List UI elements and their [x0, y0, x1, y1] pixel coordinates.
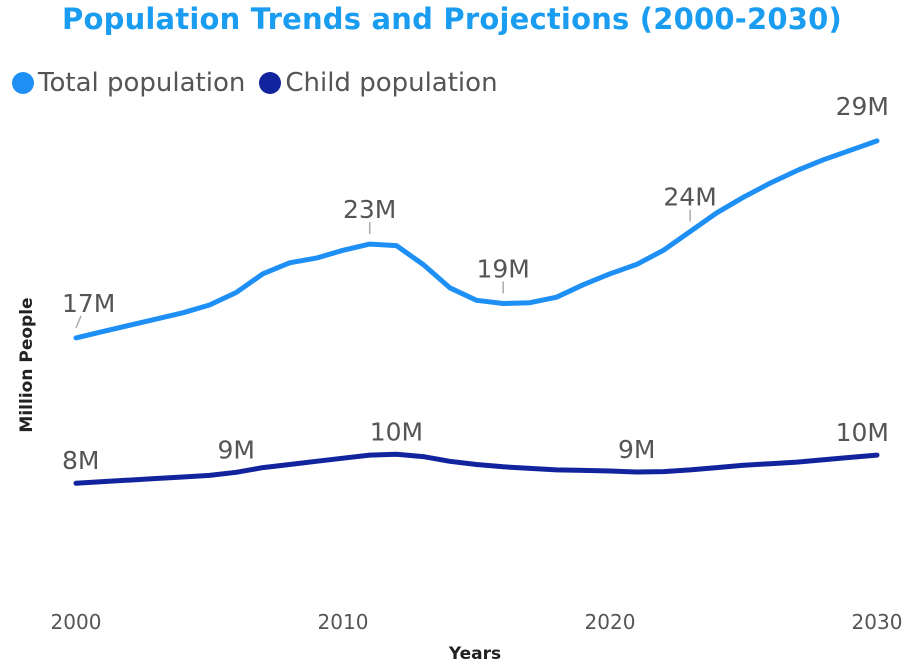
legend-item-child-population[interactable]: Child population: [259, 68, 498, 98]
data-label-child-population-2012: 10M: [370, 417, 423, 446]
series-layer: [73, 138, 880, 486]
data-label-total-population-2011: 23M: [343, 195, 396, 224]
data-label-total-population-2030: 29M: [836, 92, 889, 121]
data-label-child-population-2000: 8M: [62, 446, 99, 475]
series-line-child-population[interactable]: [73, 451, 880, 486]
x-axis-ticks: 2000 2010 2020 2030: [51, 610, 903, 634]
data-label-total-population-2023: 24M: [663, 183, 716, 212]
legend-marker-total-population: [12, 72, 34, 94]
chart-title: Population Trends and Projections (2000-…: [62, 2, 842, 36]
x-axis-title: Years: [448, 644, 501, 664]
series-line-total-population[interactable]: [73, 138, 880, 341]
data-label-total-population-2016: 19M: [477, 254, 530, 283]
legend: Total population Child population: [12, 68, 512, 98]
legend-item-total-population[interactable]: Total population: [12, 68, 245, 98]
leader-line-total-population-2000: [75, 315, 82, 329]
data-label-total-population-2000: 17M: [62, 289, 115, 318]
y-axis-title: Million People: [17, 297, 37, 432]
x-tick-label-2030: 2030: [852, 610, 903, 634]
legend-marker-child-population: [259, 72, 282, 94]
x-tick-label-2000: 2000: [51, 610, 102, 634]
legend-label-total-population: Total population: [38, 68, 246, 98]
data-label-child-population-2030: 10M: [836, 418, 889, 447]
data-label-child-population-2021: 9M: [618, 435, 655, 464]
data-labels-layer: 17M 23M 19M 24M 29M 8M 9M 10M 9M 10M: [62, 92, 889, 475]
legend-label-child-population: Child population: [285, 68, 498, 98]
x-tick-label-2010: 2010: [318, 610, 369, 634]
x-tick-label-2020: 2020: [585, 610, 636, 634]
data-label-child-population-2006: 9M: [217, 435, 254, 464]
